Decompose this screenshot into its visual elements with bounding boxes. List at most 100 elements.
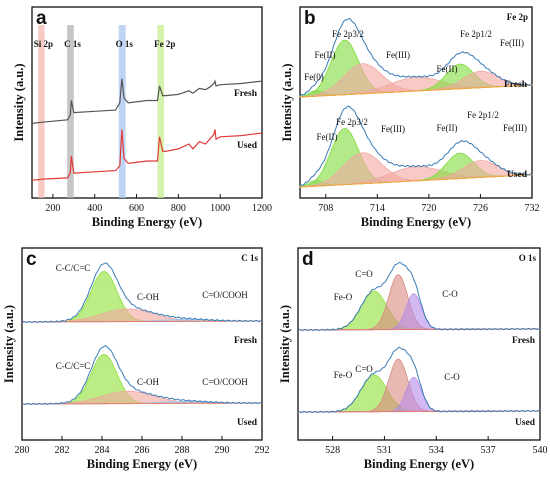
- series-label-c: Used: [237, 418, 258, 428]
- x-tick-label-c: 288: [175, 445, 190, 456]
- series-label-used: Used: [237, 141, 258, 151]
- x-tick-label-a: 1200: [252, 203, 272, 214]
- annotation-coh-used: C-OH: [137, 377, 159, 387]
- series-label-b: Fresh: [504, 80, 528, 90]
- x-tick-label-b: 732: [525, 203, 540, 214]
- envelope-line-b: [299, 17, 533, 97]
- panel-corner-label-d: O 1s: [519, 253, 537, 263]
- x-tick-label-c: 282: [55, 445, 70, 456]
- annotation-co-double-used: C=O: [355, 364, 373, 374]
- x-tick-label-c: 292: [255, 445, 270, 456]
- x-axis-title-c: Binding Energy (eV): [87, 457, 197, 471]
- annotation-fe-ii-used: Fe(II): [317, 132, 338, 142]
- highlight-band: [118, 25, 126, 198]
- annotation-fe-iii-used: Fe(III): [381, 124, 405, 134]
- x-tick-label-a: 400: [87, 203, 102, 214]
- annotation-co-single-used: C-O: [444, 372, 460, 382]
- highlight-band: [157, 25, 165, 198]
- x-tick-label-c: 286: [135, 445, 150, 456]
- x-tick-label-c: 290: [215, 445, 230, 456]
- envelope-line-c: [21, 345, 263, 406]
- band-label: Si 2p: [34, 39, 53, 49]
- series-label-d: Fresh: [512, 336, 536, 346]
- band-label: Fe 2p: [154, 39, 175, 49]
- panel-c: 280 282 284 286 288 290 292 Binding Energy (eV)…: [2, 247, 270, 471]
- annotation-feo-used: Fe-O: [334, 370, 353, 380]
- x-axis-title-a: Binding Energy (eV): [92, 215, 202, 229]
- panel-corner-label-c: C 1s: [241, 253, 258, 263]
- x-tick-label-a: 1000: [210, 203, 230, 214]
- y-axis-title-d: Intensity (a.u.): [278, 305, 292, 383]
- panel-letter-c: c: [26, 249, 37, 270]
- annotation-fe2p32-used: Fe 2p3/2: [336, 117, 368, 127]
- envelope-line-d: [297, 261, 541, 332]
- plot-frame-d: [297, 247, 541, 441]
- band-label: C 1s: [64, 39, 81, 49]
- series-label-d: Used: [515, 418, 536, 428]
- y-axis-title-b: Intensity (a.u.): [280, 63, 294, 141]
- plot-frame-c: [21, 247, 263, 441]
- y-axis-title-a: Intensity (a.u.): [12, 63, 26, 141]
- plot-frame-a: [31, 6, 263, 199]
- envelope-line-c: [21, 262, 263, 324]
- background-line-c: [22, 320, 262, 323]
- background-line-c: [22, 402, 262, 405]
- panel-b: 708 714 720 726 732 Binding Energy (eV) Intens…: [280, 6, 540, 229]
- annotation-co-used: C=O/COOH: [202, 377, 248, 387]
- background-line-b: [299, 84, 533, 98]
- x-tick-label-b: 714: [370, 203, 385, 214]
- component-peak-c: [22, 308, 262, 323]
- plot-frame-b: [299, 6, 533, 199]
- x-axis-title-b: Binding Energy (eV): [361, 215, 471, 229]
- highlight-band: [38, 25, 45, 198]
- annotation-fe-iii-fresh: Fe(III): [500, 38, 524, 48]
- x-tick-label-d: 531: [377, 445, 392, 456]
- x-tick-label-c: 280: [15, 445, 30, 456]
- annotation-fe2p32-fresh: Fe 2p3/2: [332, 29, 364, 39]
- annotation-fe2p12-fresh: Fe 2p1/2: [460, 29, 492, 39]
- annotation-fe-ii-fresh: Fe(II): [315, 50, 336, 60]
- annotation-fe2p12-used: Fe 2p1/2: [467, 110, 499, 120]
- annotation-feo-fresh: Fe-O: [334, 292, 353, 302]
- x-tick-label-a: 200: [45, 203, 60, 214]
- annotation-fe-iii-fresh: Fe(III): [386, 50, 410, 60]
- series-label-b: Used: [507, 170, 528, 180]
- series-label-fresh: Fresh: [234, 89, 258, 99]
- x-tick-label-d: 528: [325, 445, 340, 456]
- x-tick-label-a: 600: [129, 203, 144, 214]
- annotation-fe-ii-used: Fe(II): [437, 123, 458, 133]
- panel-letter-d: d: [302, 249, 314, 270]
- x-tick-label-d: 534: [429, 445, 444, 456]
- annotation-co-double-fresh: C=O: [355, 269, 373, 279]
- x-tick-label-d: 540: [533, 445, 548, 456]
- panel-corner-label-b: Fe 2p: [507, 12, 528, 22]
- background-line-b: [299, 174, 533, 188]
- series-line-fresh: [31, 78, 263, 124]
- component-peak-d: [298, 377, 540, 413]
- panel-a: 200 400 600 800 1000 1200 Binding Energy (eV) I…: [12, 6, 272, 229]
- x-tick-label-b: 726: [473, 203, 488, 214]
- x-tick-label-b: 708: [318, 203, 333, 214]
- annotation-cc-used: C-C/C=C: [56, 361, 91, 371]
- annotation-co-fresh: C=O/COOH: [202, 290, 248, 300]
- annotation-co-single-fresh: C-O: [442, 289, 458, 299]
- x-tick-label-a: 800: [171, 203, 186, 214]
- series-line-used: [31, 129, 263, 181]
- annotation-cc-fresh: C-C/C=C: [56, 263, 91, 273]
- annotation-coh-fresh: C-OH: [137, 292, 159, 302]
- x-tick-label-b: 720: [421, 203, 436, 214]
- panel-letter-b: b: [304, 8, 316, 29]
- y-axis-title-c: Intensity (a.u.): [2, 305, 16, 383]
- panel-d: 528 531 534 537 540 Binding Energy (eV) Intens…: [278, 247, 548, 471]
- component-peak-c: [22, 390, 262, 405]
- x-tick-label-d: 537: [481, 445, 496, 456]
- band-label: O 1s: [116, 39, 134, 49]
- x-tick-label-c: 284: [95, 445, 110, 456]
- panel-letter-a: a: [36, 8, 47, 29]
- envelope-line-b: [299, 105, 533, 186]
- envelope-line-d: [297, 346, 541, 414]
- series-label-c: Fresh: [234, 336, 258, 346]
- annotation-fe-ii-fresh: Fe(II): [437, 64, 458, 74]
- annotation-fe-iii-used: Fe(III): [503, 123, 527, 133]
